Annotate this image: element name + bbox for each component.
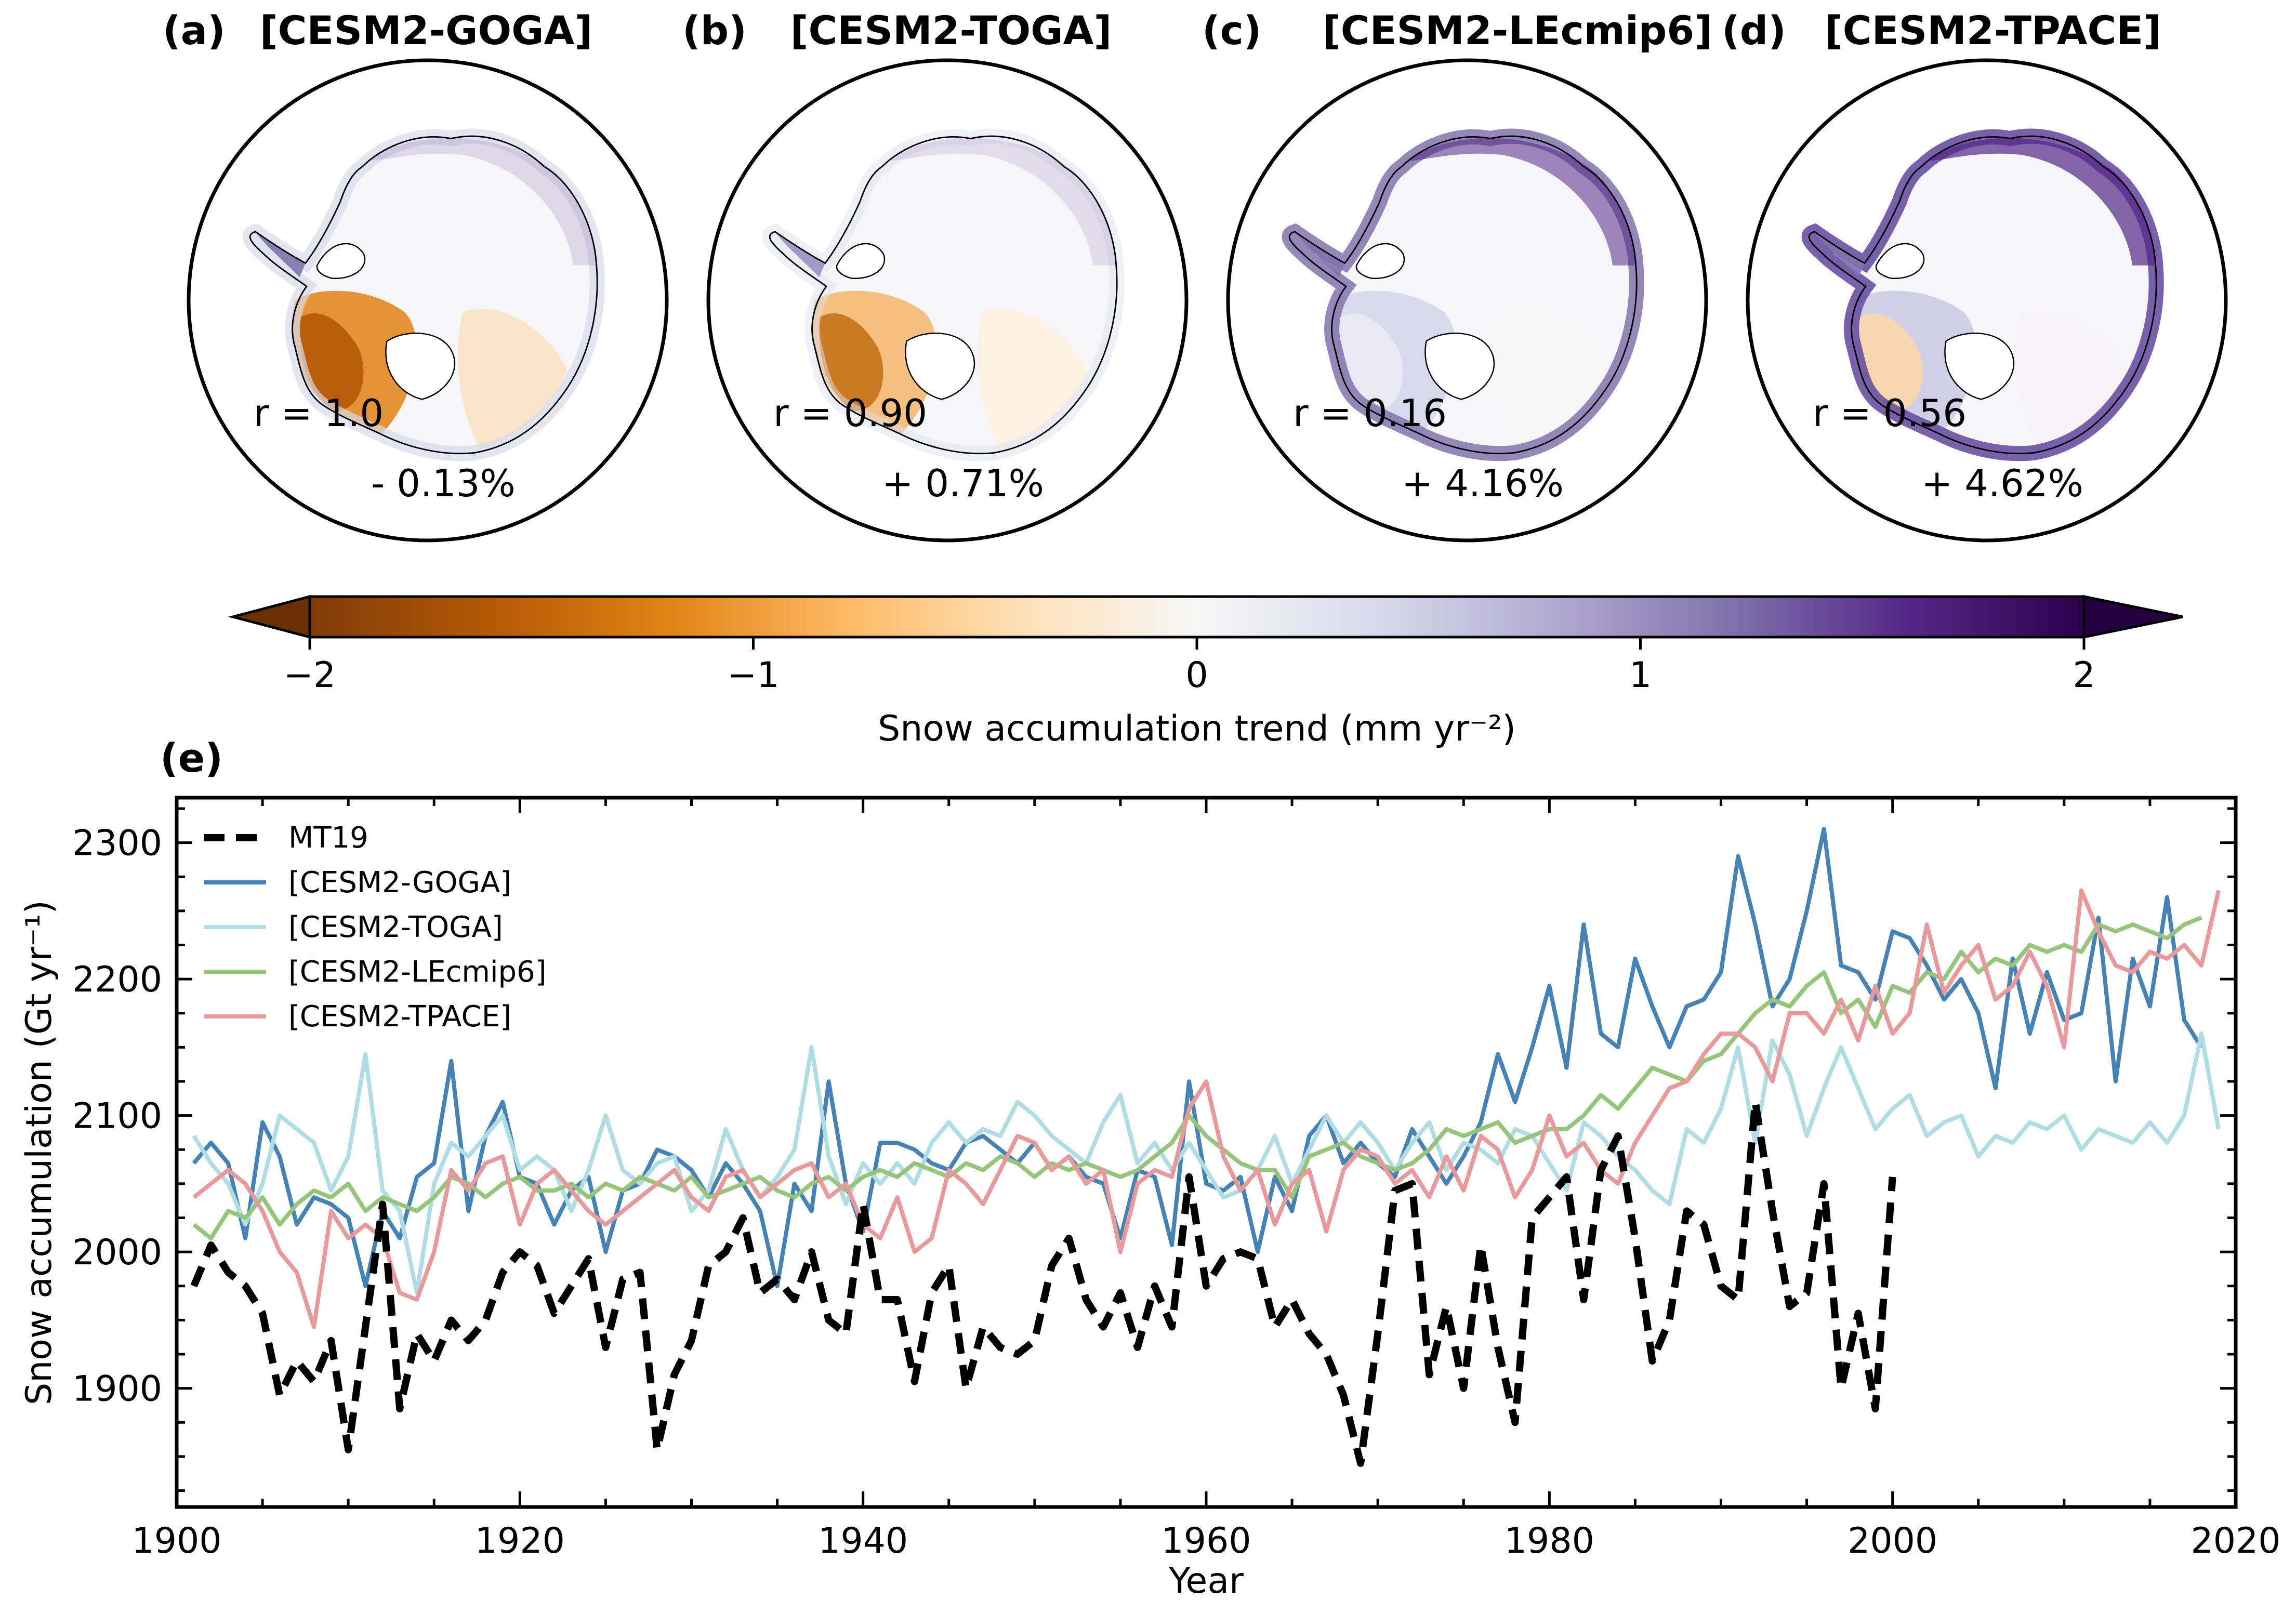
colorbar-ticks: −2 −1 0 1 2 bbox=[284, 637, 2095, 696]
series-line bbox=[192, 888, 2221, 1329]
map-panel: (b) [CESM2-TOGA] r = 0.90 + 0.71% bbox=[682, 7, 1189, 543]
y-tick-label: 2000 bbox=[72, 1232, 162, 1273]
colorbar-tick-label: 0 bbox=[1185, 655, 1208, 696]
colorbar: −2 −1 0 1 2 Snow accumulation trend (mm yr⁻²… bbox=[228, 594, 2183, 749]
colorbar-tick-label: 2 bbox=[2073, 655, 2095, 696]
series-line bbox=[192, 1032, 2221, 1295]
x-axis-label: Year bbox=[1168, 1561, 1244, 1602]
line-chart: 1900 1920 1940 1960 1980 2000 2020 1900 2000 210… bbox=[19, 796, 2281, 1602]
panel-letter: (c) bbox=[1202, 7, 1262, 54]
map-boundary-circle bbox=[1746, 58, 2228, 543]
x-tick-label: 2000 bbox=[1848, 1521, 1937, 1562]
x-tick-label: 1940 bbox=[818, 1521, 908, 1562]
x-tick-label: 1960 bbox=[1161, 1521, 1251, 1562]
x-tick-label: 1900 bbox=[131, 1521, 221, 1562]
trend-percent-label: + 4.62% bbox=[1921, 461, 2083, 505]
map-boundary-circle bbox=[706, 58, 1189, 543]
colorbar-tick-label: −2 bbox=[284, 655, 336, 696]
trend-percent-label: + 4.16% bbox=[1402, 461, 1564, 505]
x-tick-label: 1920 bbox=[475, 1521, 565, 1562]
x-axis: 1900 1920 1940 1960 1980 2000 2020 bbox=[131, 798, 2281, 1562]
x-tick-label: 2020 bbox=[2191, 1521, 2280, 1562]
map-panel: (a) [CESM2-GOGA] r = 1.0 - 0.13% bbox=[163, 7, 669, 543]
y-tick-label: 2200 bbox=[72, 959, 162, 1000]
y-axis: 1900 2000 2100 2200 2300 bbox=[72, 807, 2236, 1492]
trend-percent-label: + 0.71% bbox=[882, 461, 1044, 505]
y-tick-label: 2100 bbox=[72, 1096, 162, 1137]
panel-letter: (d) bbox=[1722, 7, 1786, 54]
series-layer bbox=[190, 827, 2221, 1467]
series-line bbox=[192, 827, 2203, 1288]
legend-label: [CESM2-TPACE] bbox=[288, 1000, 511, 1034]
antarctica-map bbox=[242, 128, 605, 461]
series-line bbox=[190, 1098, 1896, 1467]
map-panel: (c) [CESM2-LEcmip6] r = 0.16 + 4.16% bbox=[1202, 7, 1712, 543]
y-tick-label: 2300 bbox=[72, 823, 162, 864]
map-boundary-circle bbox=[187, 58, 669, 543]
antarctica-map bbox=[1801, 128, 2164, 461]
colorbar-body bbox=[310, 597, 2084, 637]
panel-letter: (b) bbox=[682, 7, 747, 54]
panel-title: [CESM2-GOGA] bbox=[260, 7, 592, 54]
antarctica-map bbox=[762, 128, 1125, 461]
colorbar-label: Snow accumulation trend (mm yr⁻²) bbox=[878, 708, 1516, 749]
map-panels: (a) [CESM2-GOGA] r = 1.0 - 0.13% (b) [CESM2-T… bbox=[163, 7, 2228, 543]
correlation-label: r = 0.90 bbox=[773, 391, 927, 435]
legend-label: [CESM2-LEcmip6] bbox=[288, 955, 547, 989]
legend-label: MT19 bbox=[288, 821, 368, 855]
map-boundary-circle bbox=[1226, 58, 1708, 543]
panel-title: [CESM2-TOGA] bbox=[790, 7, 1112, 54]
legend: MT19 [CESM2-GOGA] [CESM2-TOGA] [CESM2-LEcmi… bbox=[204, 821, 547, 1034]
correlation-label: r = 1.0 bbox=[254, 391, 384, 435]
trend-percent-label: - 0.13% bbox=[371, 461, 516, 505]
colorbar-tick-label: 1 bbox=[1629, 655, 1652, 696]
colorbar-max-extension bbox=[2082, 594, 2183, 639]
panel-title: [CESM2-TPACE] bbox=[1825, 7, 2161, 54]
colorbar-min-extension bbox=[228, 594, 311, 639]
correlation-label: r = 0.56 bbox=[1813, 391, 1967, 435]
map-panel: (d) [CESM2-TPACE] r = 0.56 + 4.62% bbox=[1722, 7, 2228, 543]
y-axis-label: Snow accumulation (Gt yr⁻¹) bbox=[19, 900, 60, 1405]
plot-frame bbox=[175, 796, 2238, 1509]
x-tick-label: 1980 bbox=[1505, 1521, 1594, 1562]
legend-label: [CESM2-TOGA] bbox=[288, 910, 503, 944]
panel-title: [CESM2-LEcmip6] bbox=[1323, 7, 1712, 54]
y-tick-label: 1900 bbox=[72, 1369, 162, 1410]
antarctica-map bbox=[1282, 128, 1644, 461]
panel-letter: (a) bbox=[163, 7, 226, 54]
legend-label: [CESM2-GOGA] bbox=[288, 866, 511, 900]
colorbar-tick-label: −1 bbox=[727, 655, 779, 696]
panel-e-letter: (e) bbox=[160, 735, 223, 781]
correlation-label: r = 0.16 bbox=[1293, 391, 1447, 435]
